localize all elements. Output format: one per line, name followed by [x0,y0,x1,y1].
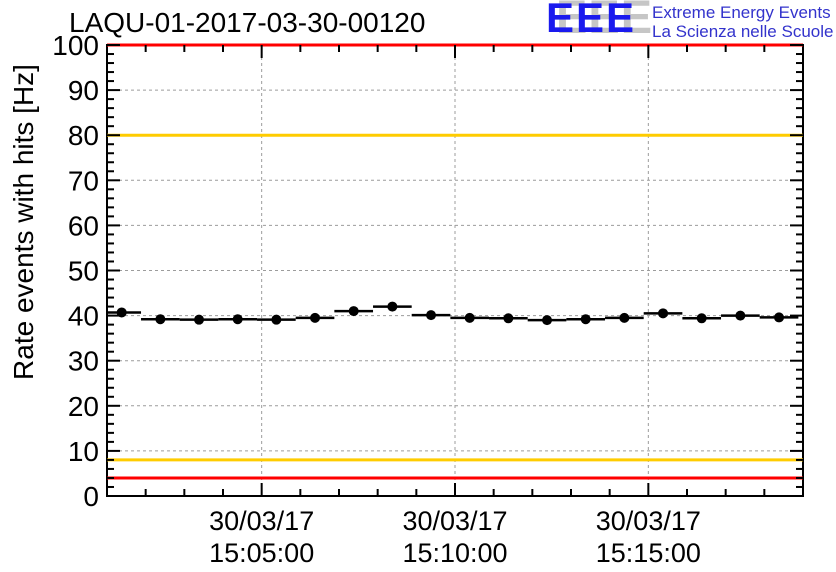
data-series [107,301,799,326]
y-tick-label: 30 [68,346,99,377]
data-point [658,308,669,319]
eee-logo-acronym: EEE EEE [544,0,654,44]
eee-logo-shadow: EEE [556,0,654,43]
y-tick-label: 20 [68,391,99,422]
data-point [774,312,785,323]
data-point [542,315,553,326]
x-tick-label-time: 15:15:00 [596,538,701,568]
y-tick-label: 60 [68,210,99,241]
y-tick-label: 70 [68,165,99,196]
x-tick-label-time: 15:05:00 [209,538,314,568]
data-point [619,312,630,323]
y-tick-label: 90 [68,75,99,106]
plot-title: LAQU-01-2017-03-30-00120 [69,7,426,38]
eee-logo-text: EEE [546,0,637,41]
y-tick-label: 0 [83,481,99,512]
eee-logo-subtitle: Extreme Energy Events La Scienza nelle S… [652,3,833,41]
x-tick-label-date: 30/03/17 [402,506,507,536]
x-tick-label-time: 15:10:00 [402,538,507,568]
y-tick-label: 50 [68,256,99,287]
y-tick-label: 100 [52,30,99,61]
eee-logo-line2: La Scienza nelle Scuole [652,22,834,41]
x-tick-label-date: 30/03/17 [209,506,314,536]
y-tick-label: 40 [68,301,99,332]
data-point [271,314,282,325]
data-point [735,310,746,321]
data-point [310,312,321,323]
eee-logo-line1: Extreme Energy Events [652,3,831,22]
data-point [194,314,205,325]
y-tick-label: 80 [68,120,99,151]
y-tick-label: 10 [68,436,99,467]
data-point [155,314,166,325]
data-point [426,310,437,321]
data-point [503,313,514,324]
data-point [387,301,398,312]
x-tick-label-date: 30/03/17 [596,506,701,536]
data-point [348,306,359,317]
eee-logo: EEE EEE Extreme Energy Events La Scienza… [540,0,836,46]
data-point [696,313,707,324]
data-point [580,314,591,325]
data-point [116,307,127,318]
data-point [464,312,475,323]
data-point [232,314,243,325]
